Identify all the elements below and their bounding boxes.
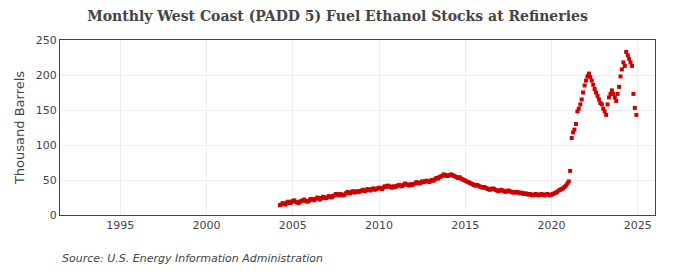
svg-text:2015: 2015	[451, 219, 479, 232]
svg-text:50: 50	[43, 174, 57, 187]
svg-text:Source: U.S. Energy Informatio: Source: U.S. Energy Information Administ…	[62, 252, 323, 265]
svg-text:1995: 1995	[106, 219, 134, 232]
svg-text:150: 150	[36, 104, 57, 117]
svg-text:2025: 2025	[624, 219, 652, 232]
svg-text:200: 200	[36, 69, 57, 82]
svg-text:0: 0	[50, 209, 57, 222]
svg-text:Thousand Barrels: Thousand Barrels	[12, 71, 27, 185]
svg-text:2010: 2010	[365, 219, 393, 232]
svg-text:2005: 2005	[279, 219, 307, 232]
svg-text:2020: 2020	[538, 219, 566, 232]
svg-text:Monthly West Coast (PADD 5) Fu: Monthly West Coast (PADD 5) Fuel Ethanol…	[87, 8, 588, 24]
svg-text:2000: 2000	[193, 219, 221, 232]
svg-text:100: 100	[36, 139, 57, 152]
svg-text:250: 250	[36, 34, 57, 47]
